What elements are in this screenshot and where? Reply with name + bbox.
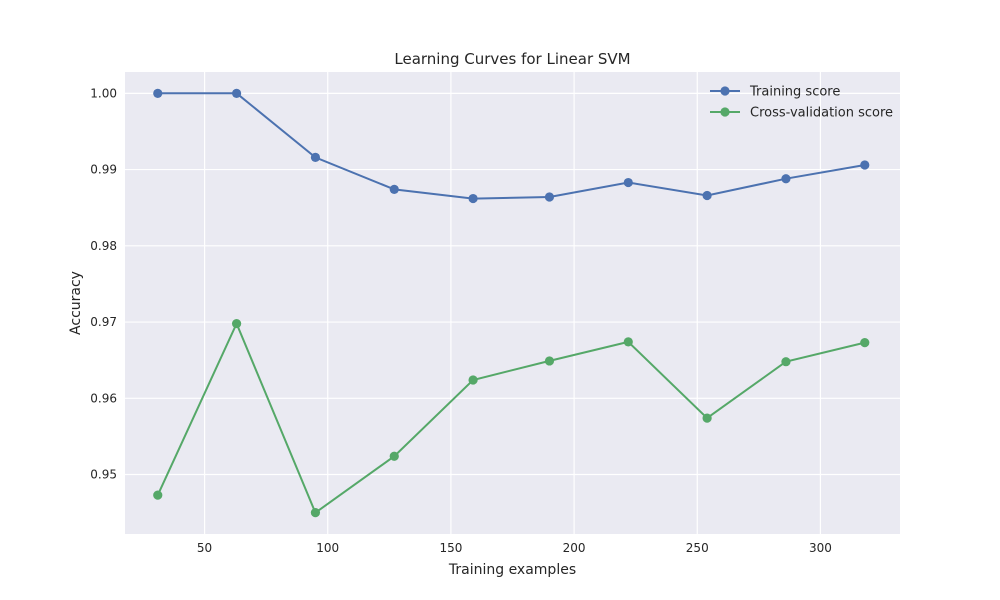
data-point xyxy=(544,192,555,202)
series-layer xyxy=(153,88,870,518)
y-tick-label: 1.00 xyxy=(90,86,117,100)
y-tick-label: 0.99 xyxy=(90,163,117,177)
legend-marker xyxy=(720,107,730,117)
data-point xyxy=(781,357,791,367)
legend-marker xyxy=(720,86,730,96)
y-axis-title: Accuracy xyxy=(68,271,84,335)
data-point xyxy=(389,451,399,461)
data-point xyxy=(310,152,321,162)
x-tick-label: 250 xyxy=(686,541,709,555)
legend: Training score Cross-validation score xyxy=(710,85,893,121)
data-point xyxy=(231,88,242,98)
data-point xyxy=(860,338,870,348)
data-point xyxy=(468,193,478,204)
data-point xyxy=(153,88,163,98)
data-point xyxy=(231,318,242,329)
series-1 xyxy=(153,318,870,518)
x-tick-label: 50 xyxy=(197,541,212,555)
legend-label: Training score xyxy=(749,85,840,100)
data-point xyxy=(860,160,870,170)
grid-lines xyxy=(125,72,900,534)
x-tick-label: 100 xyxy=(316,541,339,555)
plot-area xyxy=(125,72,900,534)
data-point xyxy=(389,184,399,195)
x-axis-title: Training examples xyxy=(448,562,576,578)
data-point xyxy=(702,190,712,201)
data-point xyxy=(623,177,633,188)
data-point xyxy=(310,508,321,518)
data-point xyxy=(702,413,712,423)
y-tick-label: 0.95 xyxy=(90,468,117,482)
tick-labels: 50 100 150 200 250 300 0.95 0.96 0.97 0.98 0.99 1.0… xyxy=(90,86,832,555)
x-tick-label: 300 xyxy=(809,541,832,555)
y-tick-label: 0.98 xyxy=(90,239,117,253)
y-tick-label: 0.96 xyxy=(90,391,117,405)
data-point xyxy=(153,490,163,500)
data-point xyxy=(781,174,791,184)
series-0 xyxy=(153,88,870,204)
data-point xyxy=(468,375,478,385)
legend-label: Cross-validation score xyxy=(750,106,893,121)
y-tick-label: 0.97 xyxy=(90,315,117,329)
series-line xyxy=(157,92,865,200)
series-line xyxy=(156,321,866,515)
legend-item: Cross-validation score xyxy=(710,106,893,121)
data-point xyxy=(623,337,633,347)
chart-title: Learning Curves for Linear SVM xyxy=(394,50,630,68)
legend-item: Training score xyxy=(710,85,840,100)
x-tick-label: 150 xyxy=(439,541,462,555)
x-tick-label: 200 xyxy=(563,541,586,555)
data-point xyxy=(544,356,555,366)
